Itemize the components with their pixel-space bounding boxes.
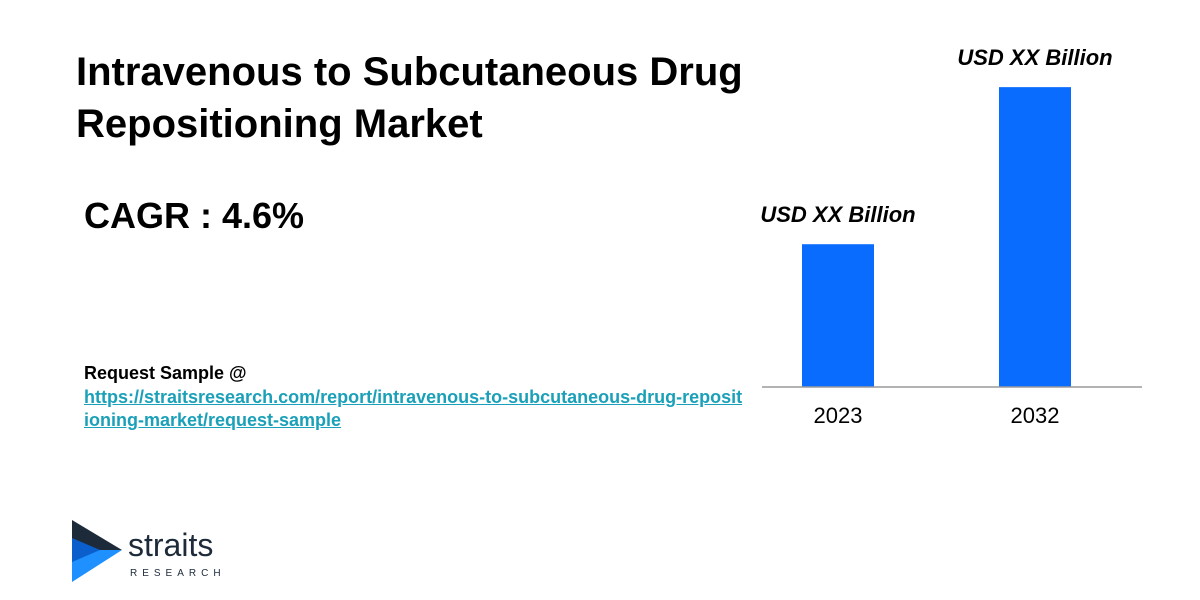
page-title: Intravenous to Subcutaneous Drug Reposit… (76, 50, 743, 146)
cagr-value: CAGR : 4.6% (84, 195, 305, 236)
straits-arrow-icon (72, 520, 122, 582)
request-sample-label: Request Sample @ (84, 363, 247, 383)
logo-wordmark: straits (128, 527, 214, 563)
data-label-2032: USD XX Billion (957, 45, 1112, 70)
bar-2023 (802, 244, 874, 387)
straits-logo: straits RESEARCH (70, 518, 250, 588)
logo-subtitle: RESEARCH (130, 568, 226, 579)
request-sample-link[interactable]: https://straitsresearch.com/report/intra… (84, 387, 743, 430)
bar-2032 (999, 87, 1071, 388)
tick-label-2032: 2032 (1011, 403, 1060, 428)
tick-label-2023: 2023 (814, 403, 863, 428)
data-label-2023: USD XX Billion (760, 202, 915, 227)
market-bar-chart: 2023 2032 USD XX Billion USD XX Billion (760, 45, 1142, 428)
